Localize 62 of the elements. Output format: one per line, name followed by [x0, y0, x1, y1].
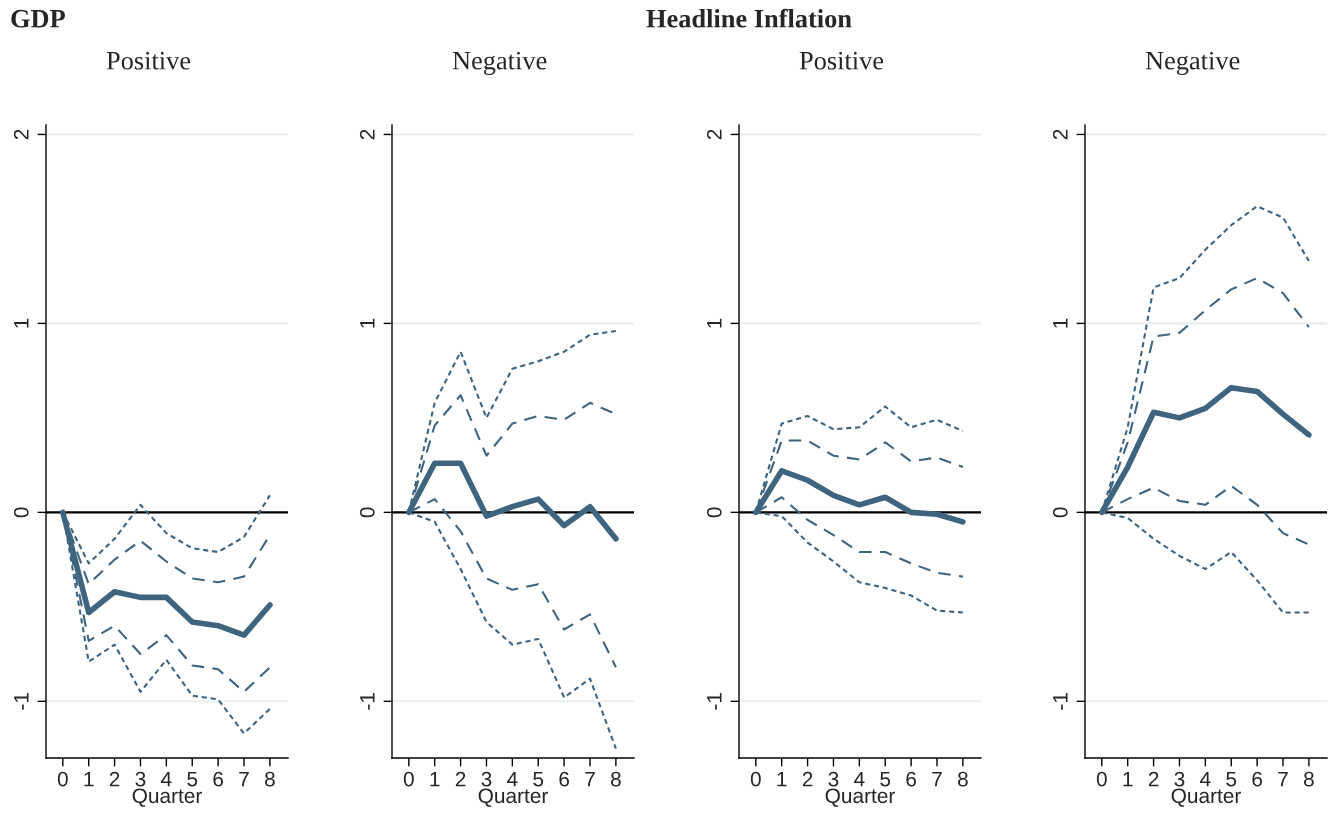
y-tick-label: 2 — [13, 129, 29, 140]
y-tick-label: 0 — [13, 507, 29, 518]
x-tick-label: 7 — [1278, 771, 1288, 787]
x-tick-label: 5 — [1226, 771, 1237, 787]
x-axis-title: Quarter — [825, 788, 895, 807]
x-tick-label: 5 — [880, 771, 891, 787]
y-tick-label: -1 — [1053, 693, 1068, 710]
x-tick-label: 0 — [1096, 771, 1107, 787]
y-tick-label: 1 — [1053, 318, 1068, 328]
y-tick-label: 2 — [706, 129, 722, 140]
x-tick-label: 3 — [481, 771, 492, 787]
x-tick-label: 2 — [802, 771, 813, 787]
x-tick-label: 2 — [455, 771, 466, 787]
x-tick-label: 6 — [1252, 771, 1262, 787]
x-tick-label: 1 — [777, 771, 787, 787]
y-tick-label: 2 — [359, 129, 375, 140]
chart-title: Headline Inflation — [646, 8, 852, 28]
chart-subtitle: Positive — [799, 51, 884, 70]
x-tick-label: 5 — [533, 771, 544, 787]
y-tick-label: 2 — [1052, 129, 1068, 140]
y-tick-label: -1 — [707, 693, 722, 710]
x-tick-label: 3 — [135, 771, 146, 787]
x-axis-title: Quarter — [132, 788, 202, 807]
x-tick-label: 2 — [109, 771, 120, 787]
x-tick-label: 8 — [264, 771, 275, 787]
x-tick-label: 4 — [1200, 771, 1211, 787]
y-tick-label: 1 — [707, 318, 722, 328]
x-axis-title: Quarter — [478, 788, 548, 807]
x-tick-label: 8 — [1303, 771, 1314, 787]
y-tick-label: 0 — [359, 507, 375, 518]
x-tick-label: 0 — [750, 771, 761, 787]
x-tick-label: 0 — [57, 771, 68, 787]
chart-subtitle: Negative — [1145, 51, 1240, 75]
chart-subtitle: Positive — [106, 51, 191, 70]
x-tick-label: 5 — [187, 771, 198, 787]
x-tick-label: 0 — [403, 771, 414, 787]
x-tick-label: 6 — [559, 771, 569, 787]
x-tick-label: 3 — [1174, 771, 1185, 787]
y-tick-label: 0 — [706, 507, 722, 518]
x-tick-label: 8 — [957, 771, 968, 787]
chart-subtitle: Negative — [452, 51, 547, 75]
y-tick-label: -1 — [14, 693, 29, 710]
x-tick-label: 3 — [828, 771, 839, 787]
x-tick-label: 1 — [430, 771, 440, 787]
chart-title: GDP — [11, 9, 65, 28]
x-tick-label: 7 — [585, 771, 595, 787]
x-tick-label: 7 — [239, 771, 249, 787]
x-tick-label: 6 — [213, 771, 223, 787]
x-tick-label: 4 — [854, 771, 865, 787]
x-axis-title: Quarter — [1171, 788, 1241, 807]
x-tick-label: 8 — [610, 771, 621, 787]
x-tick-label: 2 — [1148, 771, 1159, 787]
x-tick-label: 7 — [932, 771, 942, 787]
y-tick-label: 1 — [14, 318, 29, 328]
x-tick-label: 1 — [1123, 771, 1133, 787]
y-tick-label: -1 — [360, 693, 375, 710]
x-tick-label: 6 — [906, 771, 916, 787]
x-tick-label: 4 — [507, 771, 518, 787]
x-tick-label: 4 — [161, 771, 172, 787]
y-tick-label: 1 — [360, 318, 375, 328]
x-tick-label: 1 — [84, 771, 94, 787]
y-tick-label: 0 — [1052, 507, 1068, 518]
